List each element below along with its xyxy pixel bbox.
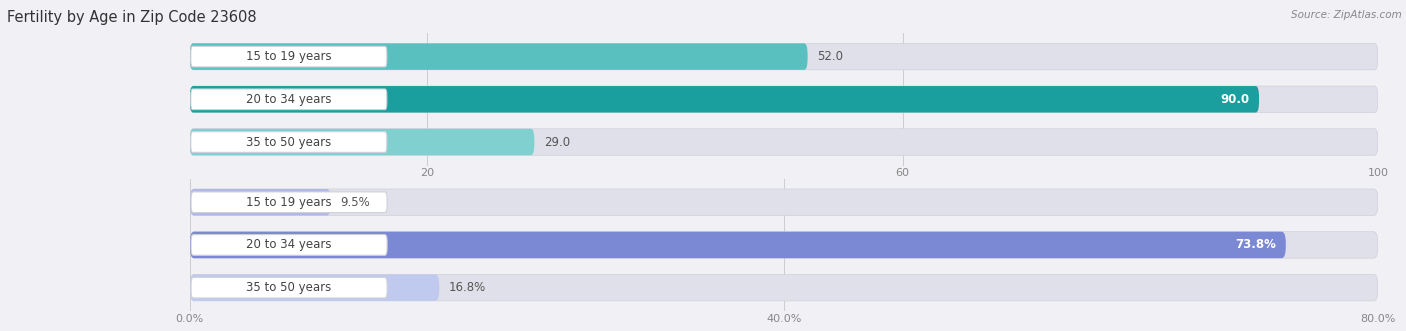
FancyBboxPatch shape <box>190 43 807 70</box>
Text: 16.8%: 16.8% <box>449 281 486 294</box>
Text: 15 to 19 years: 15 to 19 years <box>246 196 332 209</box>
Text: 90.0: 90.0 <box>1220 93 1250 106</box>
Text: 29.0: 29.0 <box>544 135 569 149</box>
Text: Source: ZipAtlas.com: Source: ZipAtlas.com <box>1291 10 1402 20</box>
Text: 35 to 50 years: 35 to 50 years <box>246 135 332 149</box>
FancyBboxPatch shape <box>190 274 439 301</box>
FancyBboxPatch shape <box>190 274 1378 301</box>
FancyBboxPatch shape <box>190 86 1378 113</box>
FancyBboxPatch shape <box>190 232 1286 258</box>
Text: 35 to 50 years: 35 to 50 years <box>246 281 332 294</box>
FancyBboxPatch shape <box>190 129 1378 155</box>
FancyBboxPatch shape <box>191 132 387 152</box>
FancyBboxPatch shape <box>190 129 534 155</box>
FancyBboxPatch shape <box>190 189 1378 215</box>
Text: 20 to 34 years: 20 to 34 years <box>246 93 332 106</box>
FancyBboxPatch shape <box>190 86 1260 113</box>
FancyBboxPatch shape <box>191 235 387 255</box>
FancyBboxPatch shape <box>191 89 387 110</box>
FancyBboxPatch shape <box>191 46 387 67</box>
Text: 20 to 34 years: 20 to 34 years <box>246 238 332 252</box>
Text: Fertility by Age in Zip Code 23608: Fertility by Age in Zip Code 23608 <box>7 10 257 25</box>
Text: 15 to 19 years: 15 to 19 years <box>246 50 332 63</box>
Text: 9.5%: 9.5% <box>340 196 370 209</box>
Text: 73.8%: 73.8% <box>1236 238 1277 252</box>
FancyBboxPatch shape <box>190 189 330 215</box>
FancyBboxPatch shape <box>190 232 1378 258</box>
FancyBboxPatch shape <box>191 192 387 213</box>
FancyBboxPatch shape <box>190 43 1378 70</box>
FancyBboxPatch shape <box>191 277 387 298</box>
Text: 52.0: 52.0 <box>817 50 844 63</box>
